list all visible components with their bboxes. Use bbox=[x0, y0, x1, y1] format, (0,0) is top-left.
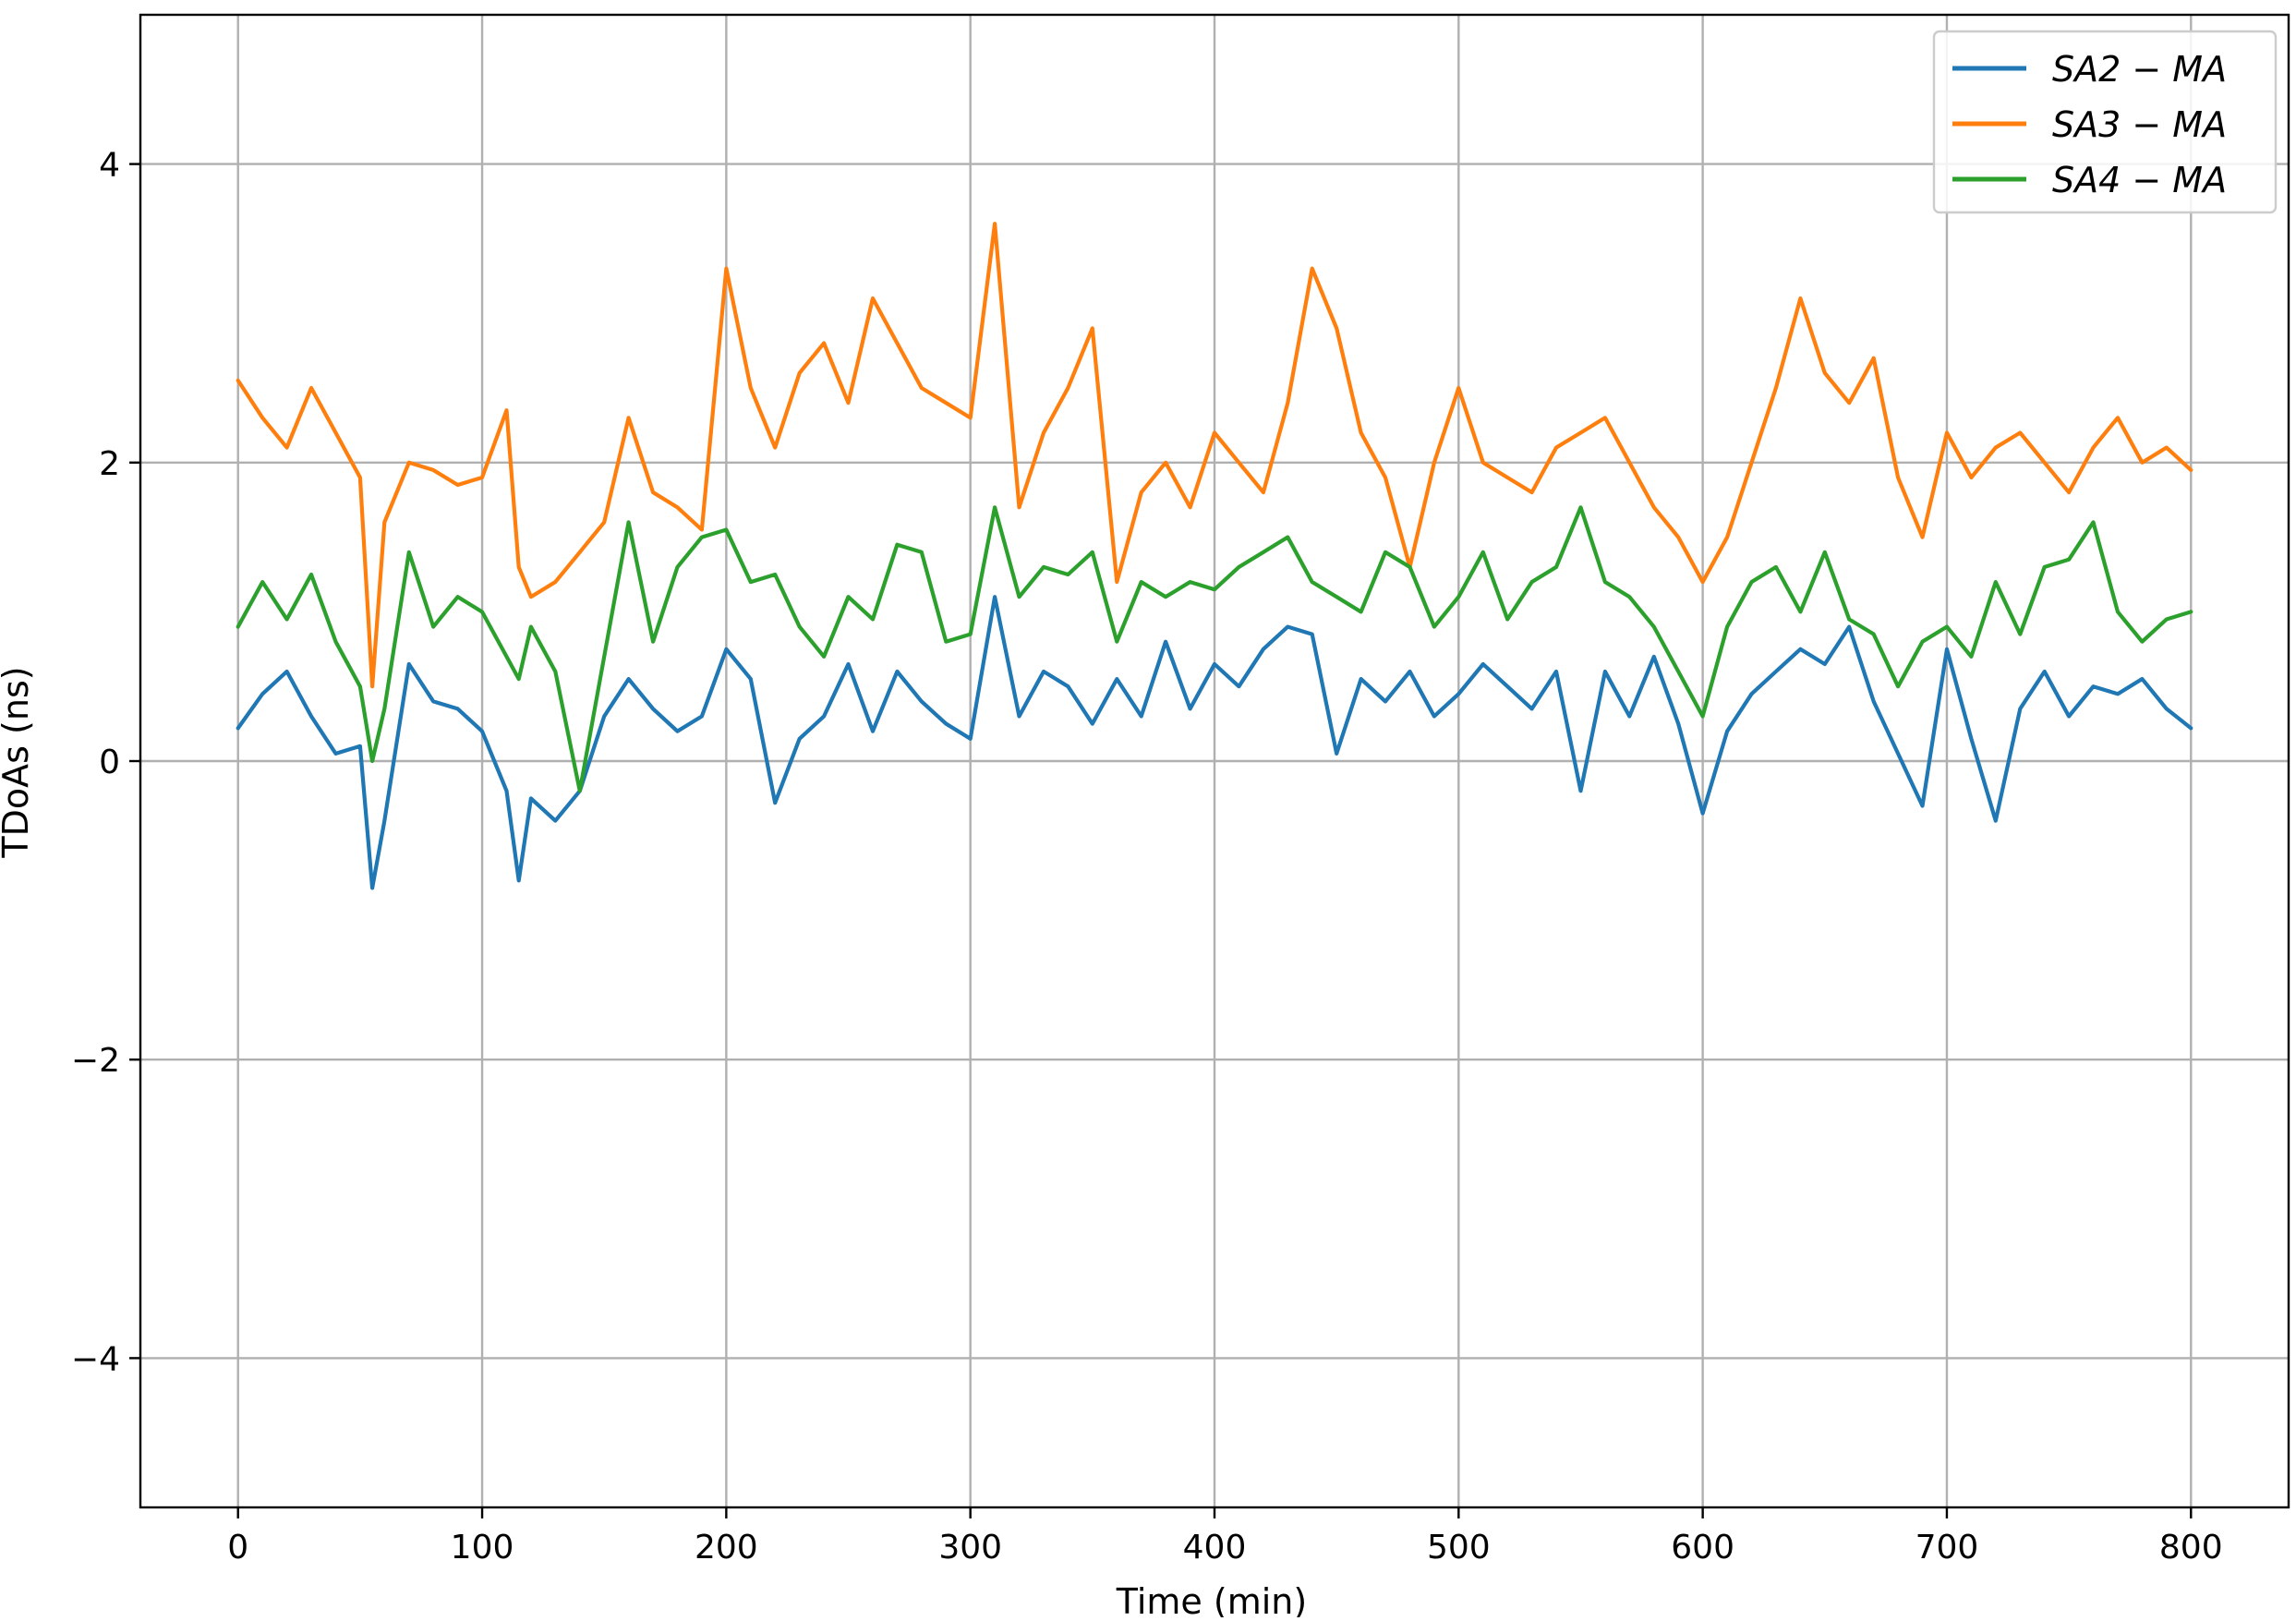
ticks-layer: 0 100 200 300 400 500 600 700 800 −4 −2 0 2 4 bbox=[71, 147, 2223, 1567]
legend-label: SA4 − MA bbox=[2052, 160, 2227, 200]
y-tick-label: 0 bbox=[99, 744, 120, 781]
series-line-4 bbox=[236, 505, 2193, 793]
y-axis-label: TDoAs (ns) bbox=[0, 666, 36, 858]
x-tick-label: 800 bbox=[2159, 1529, 2223, 1567]
x-tick-label: 200 bbox=[695, 1529, 758, 1567]
legend-label: SA2 − MA bbox=[2052, 49, 2227, 90]
grid-layer bbox=[140, 15, 2289, 1507]
x-tick-label: 700 bbox=[1915, 1529, 1979, 1567]
x-tick-label: 100 bbox=[451, 1529, 514, 1567]
series-layer bbox=[236, 222, 2193, 890]
x-tick-label: 400 bbox=[1183, 1529, 1247, 1567]
x-tick-label: 300 bbox=[938, 1529, 1002, 1567]
x-tick-label: 600 bbox=[1671, 1529, 1734, 1567]
y-tick-label: 4 bbox=[99, 147, 120, 185]
x-axis-label: Time (min) bbox=[1116, 1581, 1307, 1617]
y-tick-label: 2 bbox=[99, 445, 120, 483]
series-line-3 bbox=[236, 222, 2193, 689]
legend: SA2 − MA SA3 − MA SA4 − MA bbox=[1932, 30, 2278, 214]
legend-box bbox=[1932, 30, 2278, 214]
series-line-2 bbox=[236, 595, 2193, 890]
y-tick-label: −4 bbox=[71, 1340, 120, 1378]
x-tick-label: 0 bbox=[227, 1529, 248, 1567]
x-tick-label: 500 bbox=[1427, 1529, 1491, 1567]
legend-label: SA3 − MA bbox=[2052, 104, 2227, 145]
y-tick-label: −2 bbox=[71, 1042, 120, 1080]
